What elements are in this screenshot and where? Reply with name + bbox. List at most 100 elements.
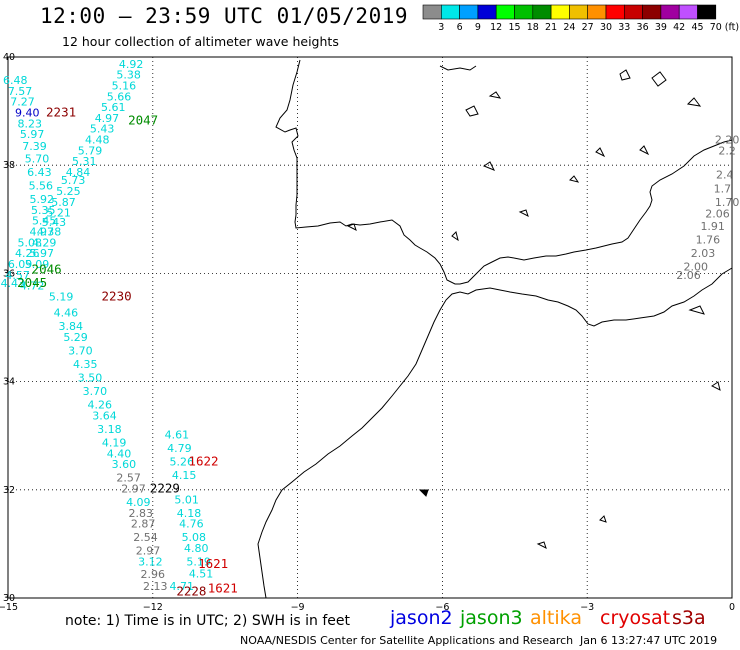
lat-tick-label: 40	[3, 52, 15, 63]
wave-height-value: 4.43	[1, 277, 26, 290]
wave-height-value: 7.57	[8, 85, 33, 98]
map-title: 12:00 – 23:59 UTC 01/05/2019	[40, 4, 409, 28]
pass-time-label: 2228	[176, 583, 206, 598]
map-frame	[7, 56, 733, 599]
wave-height-value: 5.87	[51, 196, 76, 209]
legend-label: 15	[508, 22, 520, 33]
wave-height-value: 4.15	[172, 469, 197, 482]
legend-swatch	[550, 4, 570, 20]
pass-time-label: 1621	[208, 581, 238, 596]
wave-height-value: 2.03	[691, 247, 716, 260]
wave-height-value: 6.48	[3, 74, 28, 87]
lon-tick-label: −6	[435, 602, 449, 613]
wave-height-value: 3.70	[83, 385, 108, 398]
coastline-island-7	[595, 147, 606, 158]
wave-height-value: 1.76	[696, 234, 721, 247]
wave-height-value: 2.00	[684, 261, 709, 274]
legend-swatch	[422, 4, 442, 20]
wave-height-value: 4.29	[32, 236, 57, 249]
pass-time-label: 2229	[150, 481, 180, 496]
coastline-island-1	[439, 65, 477, 71]
wave-height-value: 2.54	[133, 531, 158, 544]
credit-date: Jan 6 13:27:47 UTC 2019	[580, 634, 718, 647]
pass-time-label: 1621	[198, 556, 228, 571]
wave-height-value: 5.92	[30, 193, 55, 206]
legend-label: 39	[655, 22, 667, 33]
legend-swatch	[532, 4, 552, 20]
legend-label: 36	[637, 22, 649, 33]
wave-height-value: 4.97	[95, 112, 120, 125]
lat-tick-label: 30	[3, 593, 15, 604]
pass-time-label: 2231	[46, 105, 76, 120]
wave-height-value: 3.18	[97, 423, 122, 436]
legend-label: 9	[475, 22, 481, 33]
satellite-jason2: jason2	[390, 607, 453, 629]
legend-label: 33	[618, 22, 630, 33]
wave-height-value: 4.51	[189, 567, 214, 580]
wave-height-value: 2.06	[705, 208, 730, 221]
wave-height-value: 2.20	[715, 134, 740, 147]
coastline-island-14	[711, 381, 721, 391]
wave-height-value: 2.2	[718, 144, 736, 157]
coastline-island-17	[536, 541, 547, 549]
legend-swatch	[514, 4, 534, 20]
wave-height-value: 6.09	[8, 258, 33, 271]
wave-height-value: 5.16	[112, 79, 137, 92]
legend-label: 27	[582, 22, 594, 33]
legend-label: 42	[673, 22, 685, 33]
wave-height-value: 4.57	[5, 269, 30, 282]
legend-swatch	[495, 4, 515, 20]
observations: 4.925.385.165.665.614.975.434.485.795.31…	[1, 58, 740, 593]
wave-height-value: 3.70	[68, 345, 93, 358]
coastline-island-18	[418, 489, 429, 497]
legend-label: 70	[710, 22, 722, 33]
longitude-labels: −15 −12 −9 −6 −3 0	[0, 602, 735, 613]
wave-height-value: 5.35	[31, 204, 56, 217]
lon-tick-label: −15	[0, 602, 18, 613]
lat-tick-label: 32	[3, 485, 15, 496]
wave-height-value: 4.46	[54, 307, 79, 320]
wave-height-value: 1.91	[700, 220, 725, 233]
wave-height-value: 5.66	[107, 90, 132, 103]
satellite-jason3: jason3	[460, 607, 523, 629]
wave-height-value: 5.38	[116, 69, 141, 82]
wave-height-value: 6.43	[27, 166, 52, 179]
legend-swatch	[642, 4, 662, 20]
wave-height-value: 4.48	[85, 134, 110, 147]
lat-tick-label: 38	[3, 160, 15, 171]
satellite-s3a: s3a	[672, 607, 706, 629]
wave-height-value: 2.96	[141, 568, 166, 581]
coastline-island-9	[569, 175, 580, 183]
wave-height-value: 2.06	[676, 269, 701, 282]
lat-tick-label: 36	[3, 268, 15, 279]
lon-tick-label: −12	[143, 602, 163, 613]
wave-height-value: 4.18	[177, 507, 202, 520]
pass-time-label: 2047	[128, 113, 158, 128]
wave-height-value: 4.61	[165, 428, 190, 441]
wave-height-value: 4.38	[37, 226, 62, 239]
wave-height-value: 4.19	[102, 437, 127, 450]
wave-height-value: 4.35	[73, 358, 98, 371]
wave-height-value: 5.73	[61, 174, 86, 187]
wave-height-value: 1.7	[714, 182, 732, 195]
coastline-island-12	[451, 231, 459, 242]
wave-height-value: 5.19	[186, 556, 211, 569]
legend-label: 18	[527, 22, 539, 33]
satellite-cryosat: cryosat	[600, 607, 671, 629]
lat-tick-label: 34	[3, 377, 15, 388]
wave-height-value: 5.29	[63, 331, 88, 344]
legend-swatch	[587, 4, 607, 20]
wave-height-value: 4.72	[20, 280, 45, 293]
wave-height-value: 4.79	[167, 442, 192, 455]
wave-height-value: 5.79	[78, 144, 103, 157]
coastline-island-13	[482, 161, 496, 171]
wave-height-value: 5.25	[56, 185, 81, 198]
wave-height-value: 5.97	[20, 128, 45, 141]
wave-height-value: 5.45	[32, 215, 57, 228]
legend-swatch	[477, 4, 497, 20]
footer-note: note: 1) Time is in UTC; 2) SWH is in fe…	[65, 613, 351, 629]
coastline-island-10	[518, 209, 529, 217]
wave-height-value: 5.43	[42, 216, 67, 229]
